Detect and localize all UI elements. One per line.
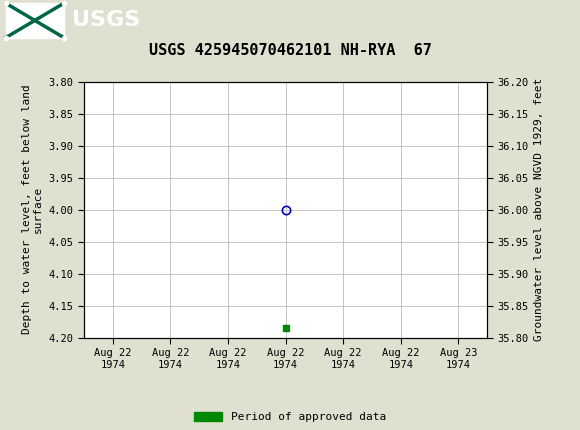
Y-axis label: Depth to water level, feet below land
surface: Depth to water level, feet below land su… (21, 85, 43, 335)
Legend: Period of approved data: Period of approved data (194, 412, 386, 422)
Y-axis label: Groundwater level above NGVD 1929, feet: Groundwater level above NGVD 1929, feet (534, 78, 545, 341)
Text: USGS 425945070462101 NH-RYA  67: USGS 425945070462101 NH-RYA 67 (148, 43, 432, 58)
Text: USGS: USGS (72, 10, 141, 31)
FancyBboxPatch shape (6, 3, 64, 37)
